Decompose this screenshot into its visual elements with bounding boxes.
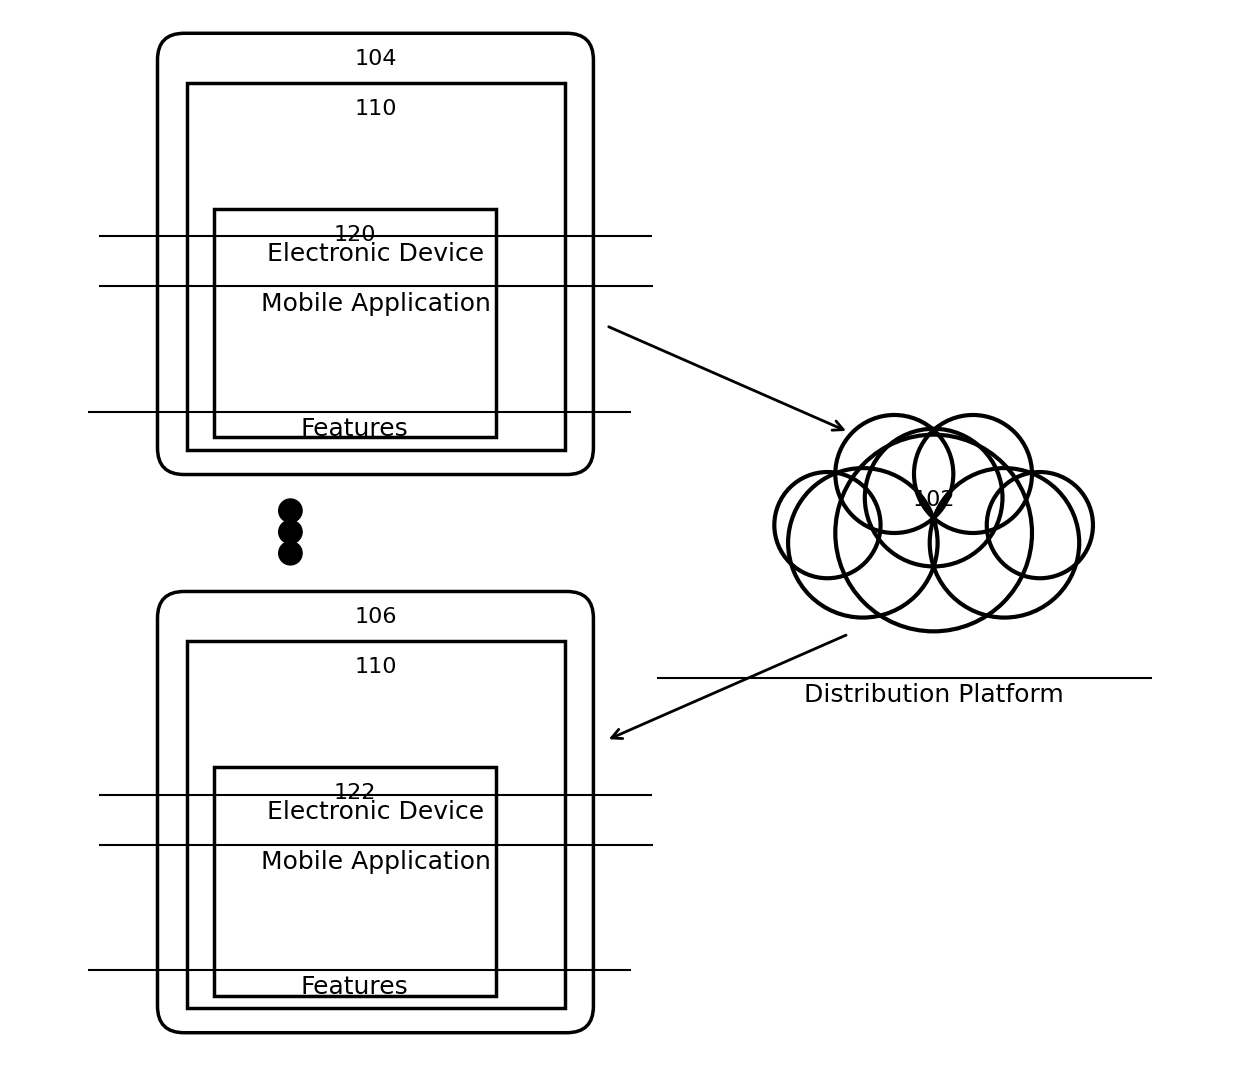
Text: 102: 102 bbox=[913, 490, 955, 511]
Circle shape bbox=[789, 468, 937, 617]
Text: Electronic Device: Electronic Device bbox=[267, 242, 484, 265]
Circle shape bbox=[836, 415, 954, 533]
Text: Mobile Application: Mobile Application bbox=[262, 850, 491, 874]
Circle shape bbox=[836, 435, 1032, 631]
Circle shape bbox=[279, 520, 303, 544]
Bar bbox=[213, 209, 496, 437]
Text: 110: 110 bbox=[355, 99, 397, 119]
Text: Mobile Application: Mobile Application bbox=[262, 292, 491, 316]
Text: Features: Features bbox=[301, 975, 409, 999]
Circle shape bbox=[279, 542, 303, 565]
Circle shape bbox=[279, 499, 303, 522]
Text: Features: Features bbox=[301, 417, 409, 441]
FancyBboxPatch shape bbox=[157, 592, 594, 1033]
Bar bbox=[187, 83, 564, 450]
Text: Distribution Platform: Distribution Platform bbox=[804, 683, 1064, 707]
Circle shape bbox=[774, 472, 880, 578]
Bar bbox=[213, 766, 496, 996]
Circle shape bbox=[914, 415, 1032, 533]
Circle shape bbox=[864, 429, 1002, 566]
Text: Electronic Device: Electronic Device bbox=[267, 800, 484, 824]
Text: 104: 104 bbox=[355, 49, 397, 69]
Circle shape bbox=[987, 472, 1092, 578]
Text: 110: 110 bbox=[355, 658, 397, 677]
Text: 122: 122 bbox=[334, 782, 376, 803]
Text: 120: 120 bbox=[334, 225, 376, 245]
FancyBboxPatch shape bbox=[157, 33, 594, 474]
Bar bbox=[187, 642, 564, 1008]
Circle shape bbox=[930, 468, 1079, 617]
Text: 106: 106 bbox=[355, 608, 397, 628]
